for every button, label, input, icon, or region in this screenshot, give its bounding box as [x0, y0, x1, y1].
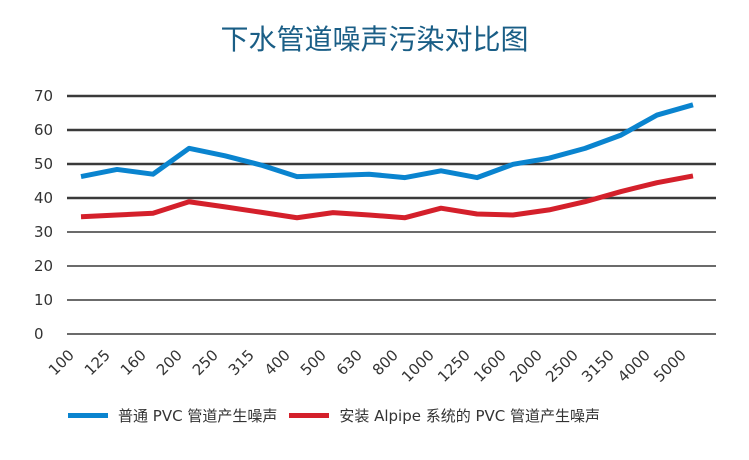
legend-label-alpipe: 安装 Alpipe 系统的 PVC 管道产生噪声 — [339, 407, 601, 425]
y-tick-label: 0 — [34, 325, 44, 343]
x-tick-label: 160 — [117, 346, 150, 379]
x-tick-label: 800 — [369, 346, 402, 379]
legend-item-pvc: 普通 PVC 管道产生噪声 — [68, 405, 277, 426]
x-tick-label: 1600 — [470, 346, 510, 386]
x-tick-label: 4000 — [614, 346, 654, 386]
series-line-0 — [80, 102, 694, 181]
chart-title: 下水管道噪声污染对比图 — [220, 23, 529, 56]
legend-label-pvc: 普通 PVC 管道产生噪声 — [118, 407, 278, 425]
x-tick-label: 3150 — [578, 346, 618, 386]
x-tick-label: 1250 — [434, 346, 474, 386]
x-tick-label: 400 — [261, 346, 294, 379]
x-tick-label: 630 — [333, 346, 366, 379]
x-tick-label: 2000 — [506, 346, 546, 386]
y-tick-label: 20 — [34, 257, 53, 275]
legend-item-alpipe: 安装 Alpipe 系统的 PVC 管道产生噪声 — [289, 405, 600, 426]
x-tick-label: 2500 — [542, 346, 582, 386]
y-tick-label: 30 — [34, 223, 53, 241]
y-tick-label: 50 — [34, 155, 53, 173]
legend-swatch-pvc — [68, 413, 108, 418]
x-tick-label: 500 — [297, 346, 330, 379]
x-tick-label: 100 — [45, 346, 78, 379]
y-tick-label: 70 — [34, 87, 53, 105]
series-line-1 — [80, 173, 694, 221]
x-tick-label: 200 — [153, 346, 186, 379]
x-tick-label: 315 — [225, 346, 258, 379]
x-tick-label: 250 — [189, 346, 222, 379]
x-tick-label: 5000 — [650, 346, 690, 386]
legend: 普通 PVC 管道产生噪声 安装 Alpipe 系统的 PVC 管道产生噪声 — [68, 405, 612, 426]
y-tick-label: 40 — [34, 189, 53, 207]
y-tick-label: 60 — [34, 121, 53, 139]
y-tick-label: 10 — [34, 291, 53, 309]
x-tick-label: 1000 — [398, 346, 438, 386]
legend-swatch-alpipe — [289, 413, 330, 418]
x-tick-label: 125 — [81, 346, 114, 379]
